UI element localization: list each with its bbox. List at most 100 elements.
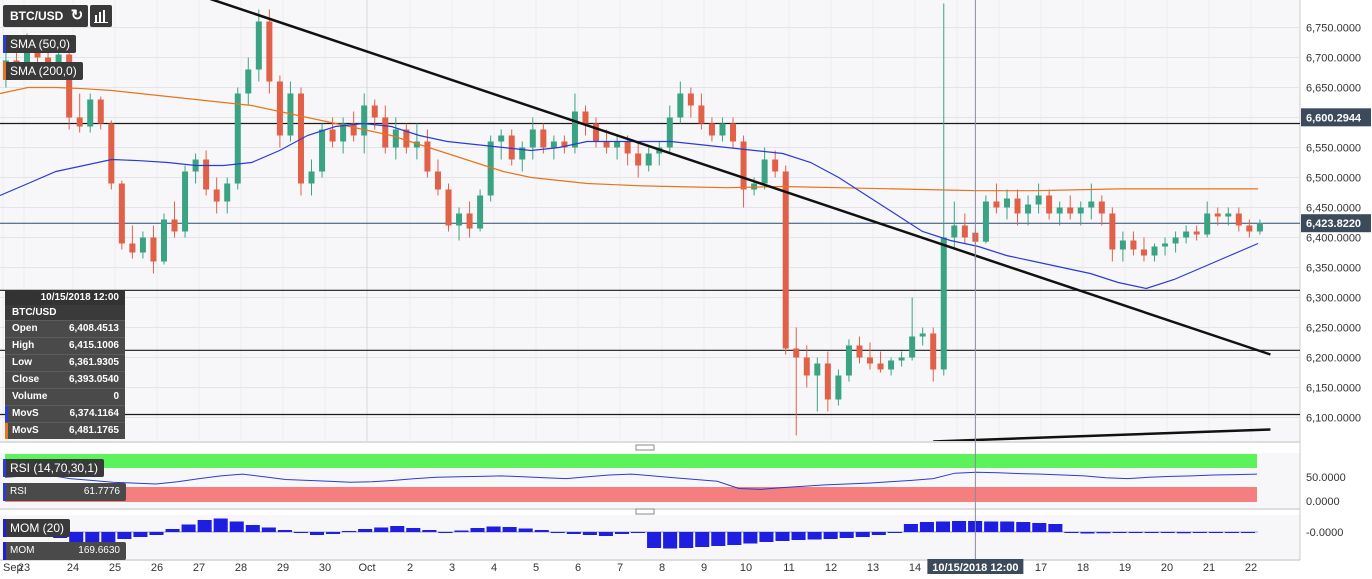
- candle: [508, 129, 515, 166]
- candle: [203, 150, 210, 196]
- candle: [877, 351, 884, 373]
- ohlc-row: MovS 6,481.1765: [5, 422, 125, 439]
- candle: [1183, 225, 1190, 244]
- resize-handle-main-rsi[interactable]: [635, 444, 655, 451]
- candle: [835, 369, 842, 406]
- candle-body: [614, 141, 621, 148]
- ohlc-row-key: Close: [12, 374, 40, 385]
- rsi-value-box: RSI 61.7776: [3, 483, 126, 501]
- momentum-bar: [903, 524, 918, 532]
- candle-body: [319, 129, 326, 172]
- candle: [666, 105, 673, 154]
- y-tick-label: 6,250.0000: [1306, 323, 1361, 335]
- resize-handle-rsi-momentum[interactable]: [635, 508, 655, 515]
- x-tick-label: 8: [659, 562, 665, 574]
- momentum-indicator-label[interactable]: MOM (20): [3, 519, 70, 537]
- candle-body: [287, 93, 294, 136]
- ohlc-row-key: Open: [12, 323, 38, 334]
- ohlc-row-value: 6,481.1765: [68, 425, 119, 436]
- candle: [445, 183, 452, 232]
- price-label-text: 6,600.2944: [1306, 112, 1362, 124]
- y-tick-label: 6,400.0000: [1306, 233, 1361, 245]
- candle-body: [108, 123, 115, 184]
- candle: [719, 117, 726, 142]
- symbol-button[interactable]: BTC/USD: [3, 5, 70, 27]
- refresh-icon: ↻: [70, 7, 84, 24]
- trendline: [933, 428, 1271, 441]
- candle-body: [403, 129, 410, 148]
- candle-body: [824, 363, 831, 400]
- momentum-bar: [791, 532, 806, 540]
- candle: [961, 213, 968, 244]
- indicators-button[interactable]: [90, 5, 112, 27]
- sma200-overlay-label[interactable]: SMA (200,0): [3, 62, 83, 80]
- candle: [782, 165, 789, 355]
- candle-body: [340, 123, 347, 142]
- candle-body: [487, 141, 494, 196]
- candle: [434, 159, 441, 196]
- candle-body: [245, 69, 252, 94]
- y-tick-label: 6,100.0000: [1306, 413, 1361, 425]
- candle: [540, 123, 547, 154]
- ohlc-symbol: BTC/USD: [5, 305, 125, 320]
- candle-body: [867, 357, 873, 364]
- candle: [698, 93, 705, 130]
- momentum-bar: [197, 520, 212, 532]
- ohlc-row-key: High: [12, 340, 35, 351]
- rsi-value: 61.7776: [83, 486, 120, 497]
- candle: [382, 105, 389, 154]
- sma50-line: [0, 122, 1259, 290]
- candle: [519, 141, 526, 172]
- candle-body: [308, 171, 315, 184]
- bar-chart-icon: [94, 10, 108, 23]
- x-tick-label: 30: [319, 562, 331, 574]
- candle: [635, 141, 642, 178]
- x-tick-label: Sep: [3, 562, 23, 574]
- crosshair-date-box: [927, 559, 1024, 574]
- momentum-bar: [165, 529, 180, 532]
- candle-body: [392, 129, 399, 148]
- candle: [129, 225, 136, 259]
- sma50-label: SMA (50,0): [10, 37, 71, 51]
- rsi-value-swatch: [3, 483, 6, 501]
- candle: [582, 105, 589, 136]
- sma50-overlay-label[interactable]: SMA (50,0): [3, 35, 77, 53]
- candle-body: [1140, 249, 1147, 256]
- ohlc-row-key: MovS: [12, 425, 39, 436]
- candle-body: [740, 141, 747, 190]
- candle: [529, 117, 536, 160]
- x-tick-label: 28: [235, 562, 247, 574]
- candle: [919, 327, 926, 346]
- candle: [1140, 237, 1147, 262]
- rsi-indicator-label[interactable]: RSI (14,70,30,1): [3, 459, 105, 477]
- rsi-oversold-band: [5, 487, 1257, 502]
- momentum-bar: [1080, 532, 1095, 534]
- candle: [392, 117, 399, 160]
- momentum-color-swatch: [3, 519, 6, 537]
- x-tick-label: 9: [701, 562, 707, 574]
- panel-resize-handles[interactable]: [635, 444, 655, 515]
- candle: [97, 96, 104, 130]
- x-tick-label: 14: [909, 562, 921, 574]
- candle: [708, 117, 715, 142]
- candle-body: [1151, 246, 1158, 256]
- candle-body: [276, 81, 283, 136]
- rsi-tick-label: 0.0000: [1306, 496, 1340, 508]
- candle: [803, 345, 810, 388]
- candles: [2, 3, 1263, 436]
- candle-body: [55, 54, 62, 64]
- refresh-button[interactable]: ↻: [66, 5, 88, 27]
- candle-body: [182, 171, 189, 232]
- momentum-bar: [1160, 532, 1175, 533]
- sma200-label: SMA (200,0): [10, 64, 77, 78]
- momentum-bar: [1144, 532, 1159, 533]
- candle: [1151, 243, 1158, 262]
- candle-body: [445, 189, 452, 226]
- momentum-bar: [614, 532, 629, 534]
- momentum-bar: [470, 528, 485, 532]
- candle-body: [888, 360, 895, 370]
- candle: [1172, 231, 1179, 253]
- candle-body: [150, 237, 157, 262]
- candle-body: [1162, 243, 1169, 247]
- momentum-bar: [887, 532, 902, 533]
